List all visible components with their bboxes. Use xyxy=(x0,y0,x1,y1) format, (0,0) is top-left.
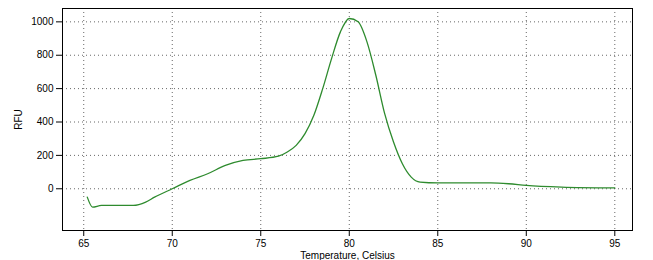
svg-text:400: 400 xyxy=(37,116,54,127)
svg-text:65: 65 xyxy=(78,238,90,249)
svg-text:Temperature, Celsius: Temperature, Celsius xyxy=(300,250,394,260)
svg-text:75: 75 xyxy=(255,238,267,249)
svg-text:600: 600 xyxy=(37,83,54,94)
svg-text:800: 800 xyxy=(37,49,54,60)
svg-text:85: 85 xyxy=(432,238,444,249)
svg-text:0: 0 xyxy=(48,183,54,194)
svg-text:1000: 1000 xyxy=(31,16,54,27)
svg-text:90: 90 xyxy=(521,238,533,249)
svg-text:95: 95 xyxy=(609,238,621,249)
svg-text:200: 200 xyxy=(37,150,54,161)
svg-text:80: 80 xyxy=(344,238,356,249)
svg-text:70: 70 xyxy=(167,238,179,249)
svg-text:RFU: RFU xyxy=(13,109,24,130)
